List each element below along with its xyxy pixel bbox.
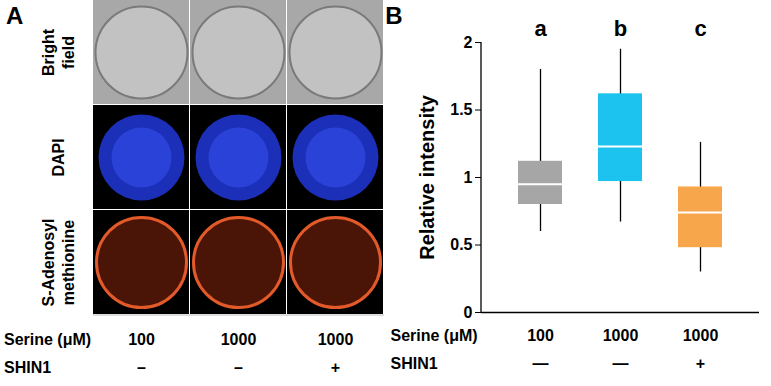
svg-text:SHIN1: SHIN1 bbox=[391, 355, 438, 372]
svg-text:—: — bbox=[613, 355, 629, 372]
svg-text:A: A bbox=[6, 2, 23, 29]
svg-text:DAPI: DAPI bbox=[50, 138, 67, 176]
svg-text:100: 100 bbox=[527, 327, 554, 344]
svg-text:0.5: 0.5 bbox=[450, 236, 472, 253]
svg-text:1.5: 1.5 bbox=[450, 101, 472, 118]
svg-text:c: c bbox=[694, 16, 706, 41]
svg-text:SHIN1: SHIN1 bbox=[4, 359, 51, 376]
svg-text:B: B bbox=[386, 2, 403, 29]
svg-text:–: – bbox=[234, 359, 243, 376]
svg-text:–: – bbox=[137, 359, 146, 376]
svg-text:methionine: methionine bbox=[60, 220, 77, 305]
svg-text:0: 0 bbox=[464, 304, 473, 321]
svg-text:+: + bbox=[331, 359, 340, 376]
svg-text:—: — bbox=[533, 355, 549, 372]
svg-text:Serine (μM): Serine (μM) bbox=[4, 331, 91, 348]
svg-text:100: 100 bbox=[128, 331, 155, 348]
svg-text:Bright: Bright bbox=[40, 28, 57, 76]
svg-text:1000: 1000 bbox=[221, 331, 257, 348]
svg-text:1000: 1000 bbox=[683, 327, 719, 344]
svg-text:1000: 1000 bbox=[603, 327, 639, 344]
svg-text:b: b bbox=[614, 16, 627, 41]
svg-text:Relative intensity: Relative intensity bbox=[416, 94, 438, 259]
svg-text:S-Adenosyl: S-Adenosyl bbox=[40, 218, 57, 306]
svg-text:a: a bbox=[534, 16, 547, 41]
svg-text:1000: 1000 bbox=[318, 331, 354, 348]
svg-text:2: 2 bbox=[464, 34, 473, 51]
svg-text:+: + bbox=[696, 355, 705, 372]
svg-text:field: field bbox=[60, 36, 77, 69]
svg-text:1: 1 bbox=[464, 169, 473, 186]
svg-text:Serine (μM): Serine (μM) bbox=[391, 327, 478, 344]
